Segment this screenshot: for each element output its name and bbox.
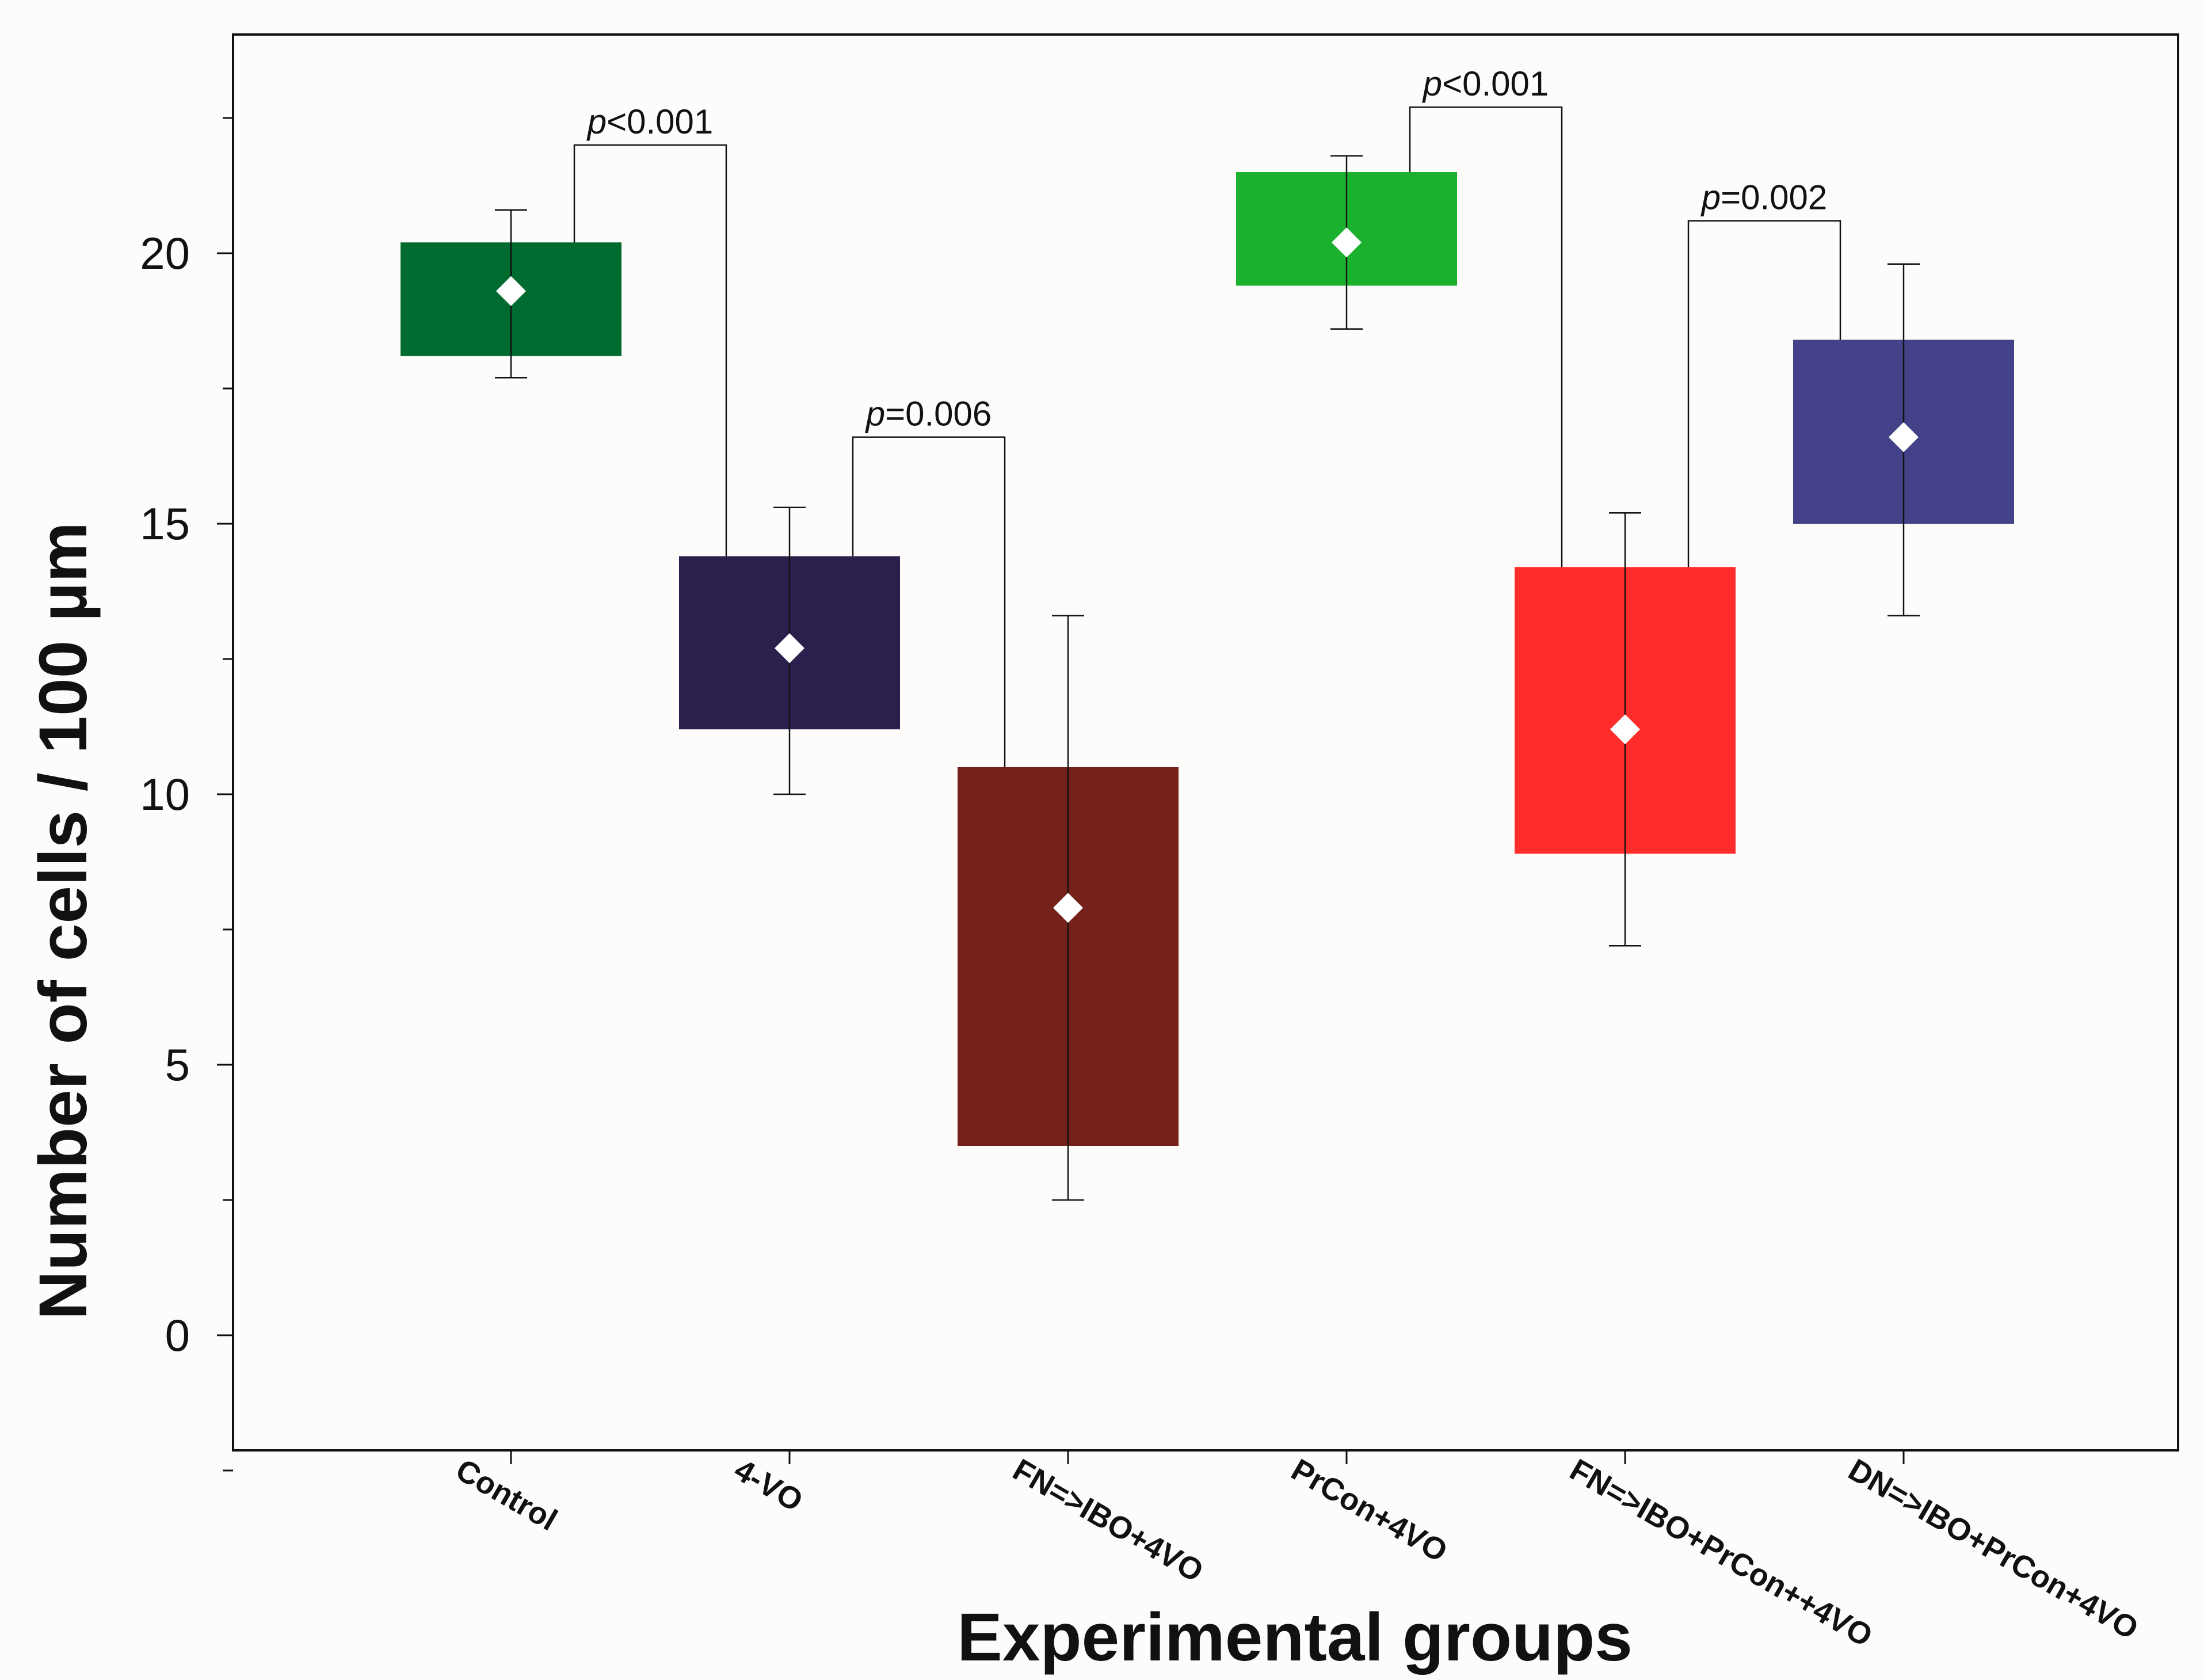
box-group (1515, 512, 1736, 947)
p-symbol: p (1422, 64, 1442, 103)
mean-marker (496, 276, 526, 306)
significance-bracket: p<0.001 (1409, 64, 1563, 567)
p-value-label: p=0.002 (1700, 178, 1828, 217)
box-series (401, 155, 2014, 1201)
p-value: <0.001 (1442, 64, 1549, 103)
p-symbol: p (865, 395, 885, 433)
bracket-line (1409, 106, 1563, 567)
p-value-label: p<0.001 (1422, 64, 1549, 103)
p-symbol: p (586, 102, 607, 141)
bracket-line (1687, 220, 1841, 567)
y-tick-label: 5 (165, 1039, 190, 1090)
bracket-line (573, 144, 727, 557)
y-axis: 0 5 10 15 20 (140, 117, 233, 1472)
mean-marker (775, 633, 804, 664)
mean-marker (1053, 893, 1083, 923)
box-group (1793, 263, 2014, 617)
significance-bracket: p<0.001 (573, 102, 727, 557)
p-value: =0.002 (1721, 178, 1827, 217)
y-tick-label: 0 (165, 1310, 190, 1361)
p-value: =0.006 (885, 395, 992, 433)
mean-marker (1610, 714, 1640, 745)
significance-bracket: p=0.006 (852, 395, 1006, 767)
p-value-label: p=0.006 (865, 395, 992, 433)
significance-bracket: p=0.002 (1687, 178, 1841, 567)
y-tick-label: 10 (140, 769, 190, 820)
y-tick-label: 15 (140, 498, 190, 549)
p-symbol: p (1700, 178, 1721, 217)
box-group (679, 506, 900, 795)
mean-marker (1889, 422, 1919, 452)
p-value-label: p<0.001 (586, 102, 714, 141)
y-tick-label: 20 (140, 228, 190, 279)
box-group (401, 209, 621, 379)
bracket-line (852, 436, 1006, 767)
box-group (958, 615, 1179, 1201)
x-axis-title: Experimental groups (957, 1599, 1633, 1675)
y-axis-title: Number of cells / 100 µm (25, 522, 101, 1320)
box-group (1236, 155, 1457, 330)
mean-marker (1332, 227, 1362, 258)
p-value: <0.001 (607, 102, 713, 141)
